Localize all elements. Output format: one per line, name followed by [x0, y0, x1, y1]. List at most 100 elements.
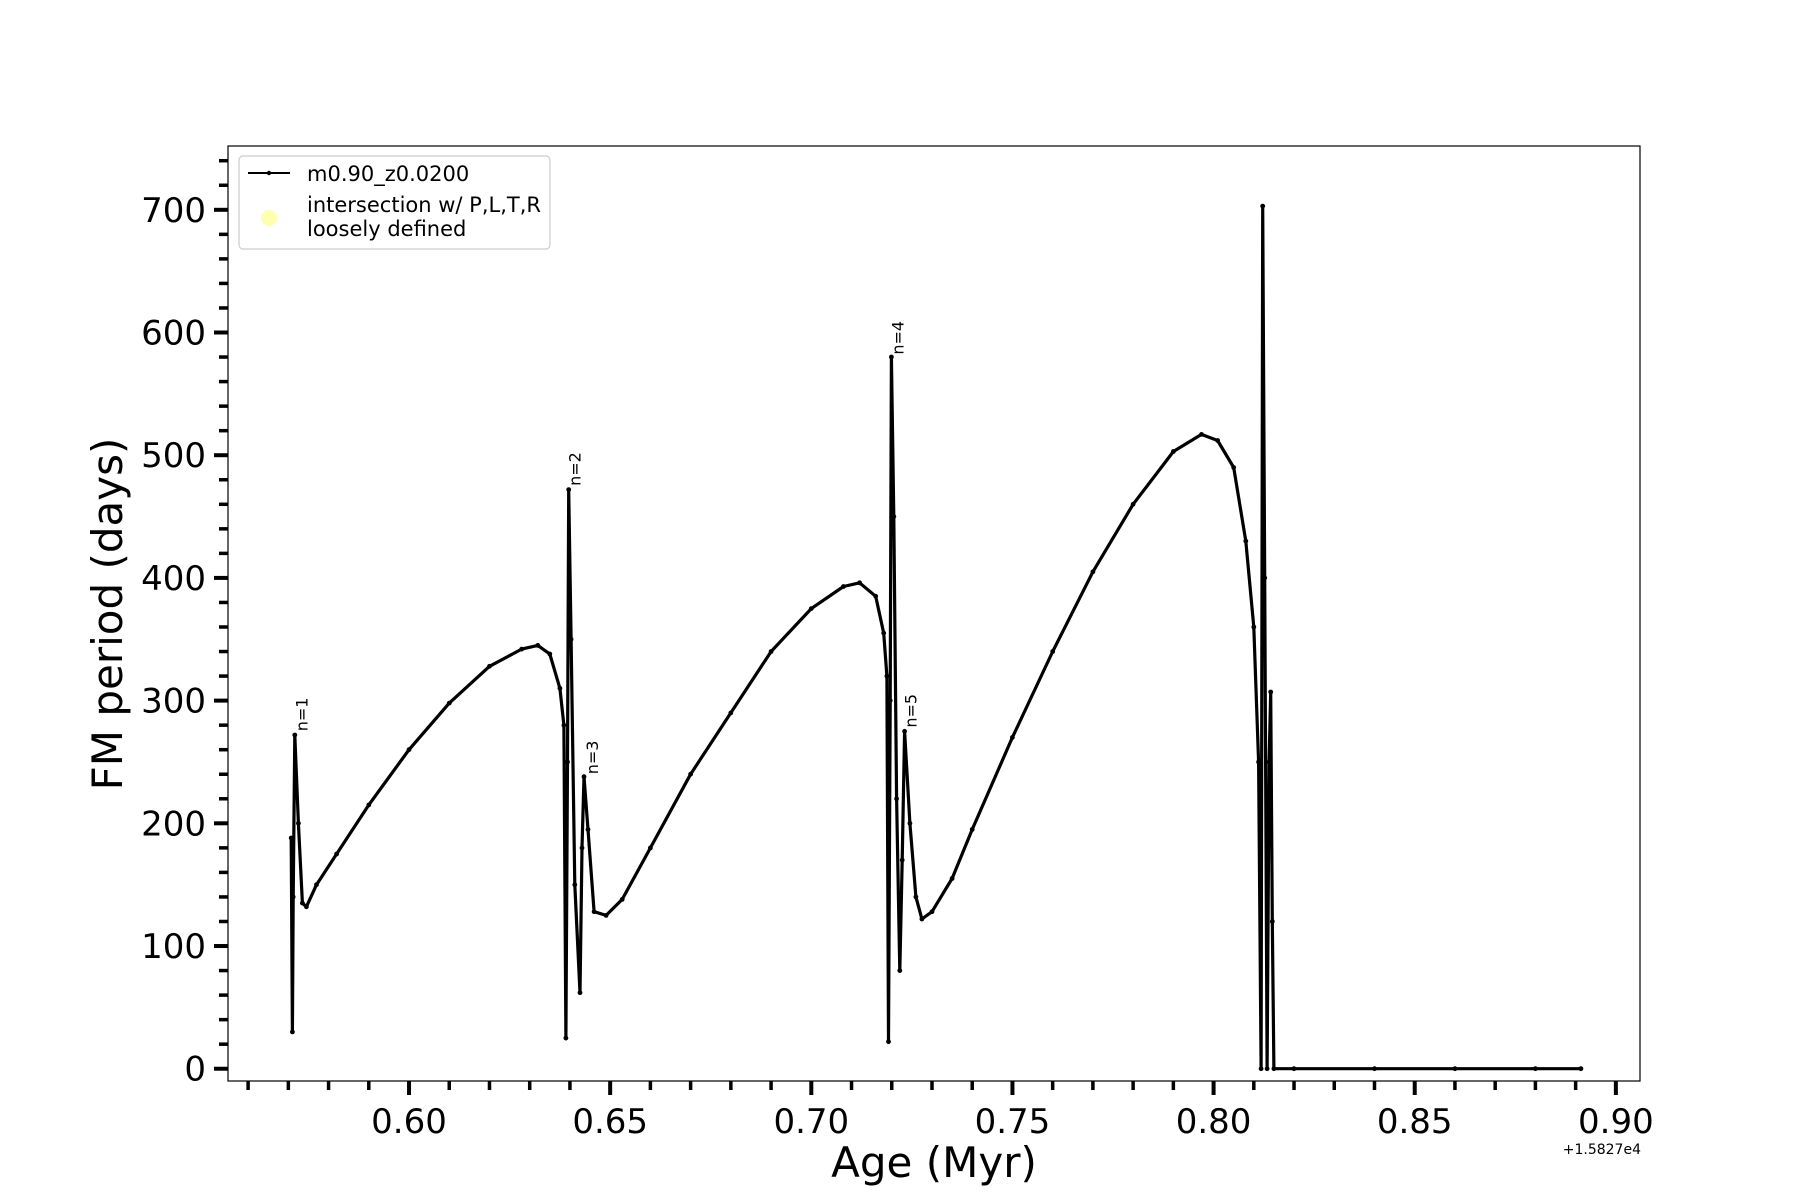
x-axis-ticks: 0.60 0.65 0.70 0.75 0.80 0.85 0.90	[246, 1081, 1654, 1142]
data-point	[688, 771, 693, 777]
data-point	[907, 820, 913, 826]
data-point	[591, 909, 597, 915]
plot-background	[228, 146, 1640, 1081]
data-point	[561, 722, 567, 728]
data-point	[1578, 1066, 1584, 1072]
data-point	[1271, 1066, 1277, 1072]
data-point	[581, 774, 587, 780]
legend-label-intersection: intersection w/ P,L,T,R loosely defined	[307, 193, 541, 241]
series-layer	[288, 203, 1584, 1072]
annotation-label: n=5	[902, 694, 921, 728]
data-point	[288, 835, 294, 841]
data-point	[1452, 1066, 1458, 1072]
data-point	[949, 876, 955, 881]
annotation-label: n=4	[888, 321, 907, 355]
data-point	[1269, 919, 1275, 924]
y-tick-label: 200	[141, 804, 206, 844]
data-point	[304, 904, 309, 910]
data-point	[841, 584, 846, 589]
data-point	[1268, 689, 1274, 695]
data-point	[1199, 432, 1204, 437]
data-point	[891, 514, 897, 519]
data-point	[1533, 1066, 1538, 1072]
x-tick-label: 0.75	[975, 1102, 1051, 1142]
data-point	[1260, 203, 1266, 209]
legend-label-series: m0.90_z0.0200	[307, 162, 469, 187]
data-point	[881, 630, 887, 636]
data-point	[577, 990, 583, 996]
data-point	[897, 968, 903, 973]
data-point	[366, 802, 372, 808]
legend-circle-marker	[261, 210, 277, 226]
data-point	[565, 759, 570, 765]
data-point	[446, 700, 452, 706]
data-point	[857, 580, 862, 586]
data-point	[579, 845, 585, 851]
data-point	[768, 649, 774, 654]
data-point	[1266, 759, 1272, 765]
y-tick-label: 700	[141, 191, 206, 231]
data-point	[557, 685, 563, 691]
data-point	[1372, 1066, 1377, 1072]
data-point	[334, 851, 339, 857]
data-point	[873, 593, 879, 599]
data-point	[1215, 438, 1220, 443]
data-point	[290, 894, 296, 900]
data-point	[919, 916, 925, 922]
data-point	[1251, 624, 1257, 630]
data-point	[889, 354, 894, 360]
data-point	[487, 663, 492, 669]
data-point	[519, 646, 525, 652]
data-point	[1090, 569, 1096, 575]
data-point	[292, 732, 298, 738]
data-point	[406, 747, 412, 753]
y-tick-label: 500	[141, 436, 206, 476]
data-point	[535, 643, 541, 648]
y-tick-label: 600	[141, 314, 206, 354]
data-point	[648, 845, 653, 851]
data-point	[619, 897, 625, 902]
x-tick-label: 0.65	[572, 1102, 648, 1142]
data-point	[300, 900, 305, 906]
y-tick-label: 300	[141, 682, 206, 722]
data-point	[887, 698, 893, 703]
data-point	[929, 909, 935, 915]
y-axis-ticks: 0 100 200 300 400 500 600 700	[141, 158, 228, 1090]
legend-line-dot	[266, 170, 272, 176]
data-point	[1050, 649, 1056, 654]
data-point	[563, 1035, 569, 1041]
data-point	[1291, 1066, 1297, 1072]
data-point	[603, 913, 609, 918]
data-point	[1262, 575, 1268, 581]
data-point	[886, 1039, 891, 1045]
data-point	[1256, 759, 1261, 765]
plot-frame	[227, 145, 1641, 1082]
annotation-layer: n=1 n=2 n=3 n=4 n=5	[293, 321, 921, 774]
x-tick-label: 0.60	[371, 1102, 447, 1142]
data-point	[1264, 1066, 1270, 1072]
annotation-label: n=2	[566, 452, 585, 486]
y-tick-label: 400	[141, 559, 206, 599]
data-point	[1258, 1066, 1264, 1072]
data-point	[1010, 735, 1015, 740]
data-point	[547, 651, 553, 657]
annotation-label: n=3	[583, 741, 602, 775]
data-point	[566, 487, 572, 492]
x-offset-label: +1.5827e4	[1563, 1142, 1641, 1158]
data-point	[572, 882, 578, 888]
legend-box	[238, 155, 551, 250]
x-tick-label: 0.90	[1578, 1102, 1654, 1142]
annotation-label: n=1	[293, 698, 312, 732]
data-point	[894, 796, 899, 802]
data-point	[913, 894, 919, 900]
x-tick-label: 0.85	[1377, 1102, 1453, 1142]
data-point	[884, 673, 890, 679]
data-point	[314, 882, 319, 888]
data-point	[902, 728, 907, 734]
data-point	[1130, 501, 1136, 507]
data-point	[899, 857, 905, 863]
data-point	[808, 606, 814, 611]
data-point	[568, 636, 574, 642]
data-point	[296, 820, 301, 826]
